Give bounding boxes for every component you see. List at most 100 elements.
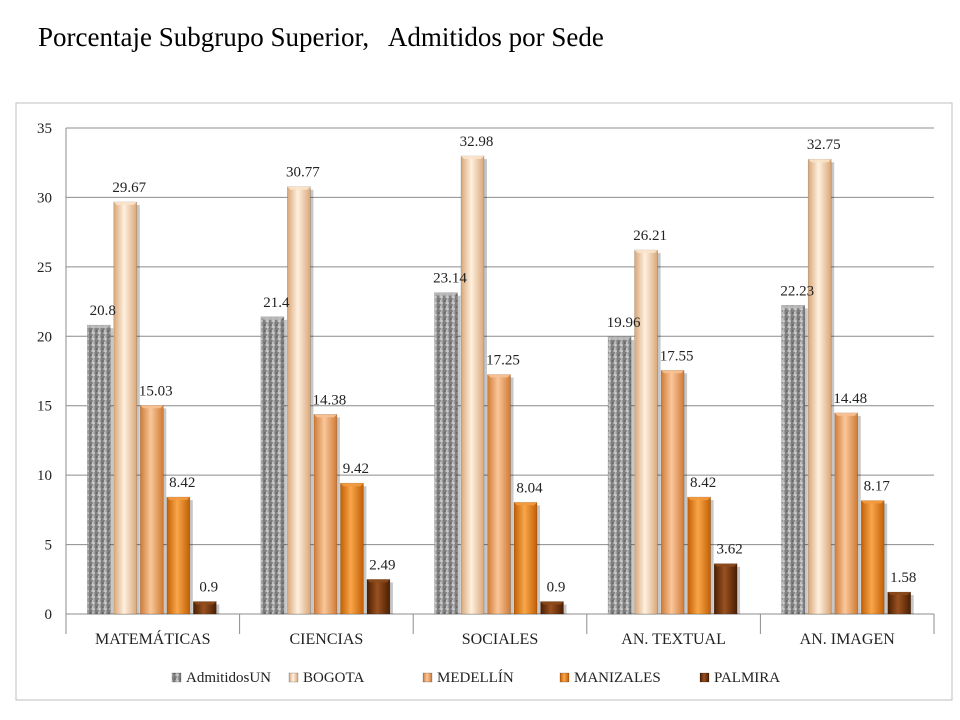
data-label: 8.42 [169,475,195,491]
bar-bevel [166,497,190,501]
y-axis: 0 5 10 15 20 25 30 35 [37,121,67,623]
x-axis: MATEMÁTICAS CIENCIAS SOCIALES AN. TEXTUAL AN… [65,614,935,648]
bar-bevel [861,500,885,504]
bar-bevel [340,483,364,487]
bar-bevel [113,202,137,206]
bar-bevel [461,156,484,160]
legend-swatch [699,672,710,683]
bar [313,414,338,615]
y-tick-label: 5 [45,538,53,554]
bar [340,482,364,615]
bar [807,158,832,615]
data-label: 15.03 [139,383,173,399]
bar [887,591,912,615]
data-label: 22.23 [780,283,814,299]
bar [460,155,485,615]
data-label: 9.42 [343,461,369,477]
data-label: 8.42 [690,475,716,491]
data-label: 17.55 [660,348,694,364]
bar-bevel [808,159,832,163]
data-label: 0.9 [547,580,566,596]
data-label: 17.25 [486,352,520,368]
data-label: 8.17 [864,479,891,495]
bar-bevel [140,405,164,409]
data-label: 26.21 [633,228,667,244]
legend-label: PALMIRA [714,670,780,686]
bar-bevel [434,292,458,296]
bar [140,404,164,615]
legend-swatch [559,672,570,683]
legend-label: BOGOTA [303,670,364,686]
data-label: 30.77 [286,165,320,181]
bar [113,201,138,615]
legend-label: MANIZALES [574,670,661,686]
y-tick-label: 15 [37,399,52,415]
bar-bevel [366,579,390,583]
bar [434,292,458,615]
bar [834,412,859,615]
bars [87,155,914,615]
plot-frame [15,102,953,701]
bar [660,370,685,615]
legend-swatch [422,672,433,683]
bar [260,316,285,615]
data-label: 8.04 [516,480,543,496]
bar [634,249,658,615]
y-tick-label: 30 [37,190,52,206]
bar-bevel [714,563,738,567]
legend: AdmitidosUN BOGOTA MEDELLÍN MANIZALES PALMIR… [171,669,780,686]
data-label: 20.8 [90,303,116,319]
bar-bevel [514,502,537,506]
bar [687,496,711,615]
x-tick-label: CIENCIAS [290,631,364,648]
x-tick-label: SOCIALES [462,631,538,648]
data-label: 32.98 [460,134,494,150]
bar [287,186,311,615]
bar [487,374,511,615]
bar-bevel [608,336,632,340]
x-tick-label: AN. TEXTUAL [621,631,726,648]
bar [166,496,191,615]
bar [513,502,538,615]
bar-bevel [781,305,805,309]
data-label: 32.75 [807,137,841,153]
legend-label: MEDELLÍN [437,669,514,686]
page-title: Porcentaje Subgrupo Superior, Admitidos … [38,22,604,52]
bar-bevel [540,601,564,605]
bar [607,336,632,615]
data-labels: 20.8 29.67 15.03 8.42 0.9 21.4 30.77 14.38 9.42 2… [90,134,917,595]
data-label: 3.62 [716,542,742,558]
data-label: 21.4 [263,295,290,311]
legend-swatch [288,672,299,683]
x-tick-label: AN. IMAGEN [800,631,896,648]
y-tick-label: 25 [37,260,52,276]
bar-bevel [260,316,284,320]
legend-label: AdmitidosUN [186,670,271,686]
y-tick-label: 35 [37,121,52,137]
bar [860,500,885,615]
bar-bevel [487,374,511,378]
bar-bevel [687,497,711,501]
legend-swatch [171,672,182,683]
bar [87,324,111,615]
y-tick-label: 10 [37,468,52,484]
bar-bevel [661,370,685,374]
bar-bevel [834,412,858,416]
data-label: 0.9 [199,580,218,596]
bar-bevel [313,414,337,418]
bar-bevel [287,186,311,190]
data-label: 19.96 [607,315,641,331]
data-label: 2.49 [369,557,395,573]
bar-bevel [87,325,111,329]
x-tick-label: MATEMÁTICAS [95,629,211,648]
data-label: 29.67 [112,180,146,196]
bar [781,305,806,615]
data-label: 1.58 [890,570,916,586]
data-label: 23.14 [433,271,467,287]
bar-bevel [193,601,217,605]
bar [713,563,738,615]
data-label: 14.38 [313,392,347,408]
bar [366,579,391,615]
bar-bevel [634,250,658,254]
